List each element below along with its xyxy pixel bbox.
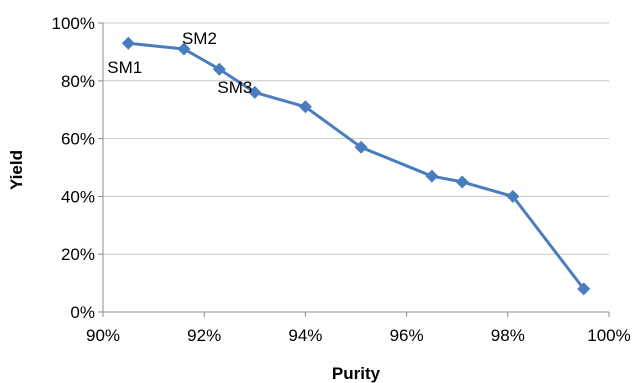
x-axis-title: Purity — [332, 364, 381, 383]
data-point-marker — [248, 85, 262, 99]
y-tick-label: 80% — [61, 72, 95, 91]
x-tick-label: 98% — [491, 326, 525, 345]
gridlines — [103, 22, 609, 255]
y-tick-label: 60% — [61, 130, 95, 149]
data-point-marker — [177, 42, 191, 56]
data-point-marker — [506, 189, 520, 203]
data-point-marker — [121, 36, 135, 50]
annotation-label: SM3 — [217, 78, 252, 97]
x-tick-label: 96% — [390, 326, 424, 345]
x-tick-label: 100% — [587, 326, 630, 345]
series — [121, 36, 591, 296]
x-tick-label: 90% — [86, 326, 120, 345]
annotation-label: SM1 — [107, 58, 142, 77]
y-tick-label: 40% — [61, 187, 95, 206]
annotations: SM1 SM2 SM3 — [107, 29, 252, 97]
data-point-marker — [212, 62, 226, 76]
annotation-label: SM2 — [182, 29, 217, 48]
data-point-marker — [577, 282, 591, 296]
data-point-marker — [455, 175, 469, 189]
x-tick-label: 94% — [288, 326, 322, 345]
x-tick-labels: 90% 92% 94% 96% 98% 100% — [86, 326, 631, 345]
data-point-marker — [354, 140, 368, 154]
y-axis-title: Yield — [7, 150, 26, 190]
y-tick-label: 0% — [70, 303, 95, 322]
x-tick-label: 92% — [187, 326, 221, 345]
y-tick-label: 20% — [61, 245, 95, 264]
y-tick-labels: 0% 20% 40% 60% 80% 100% — [52, 14, 95, 322]
series-line — [128, 41, 585, 290]
data-point-marker — [425, 169, 439, 183]
axes — [98, 22, 610, 317]
y-tick-label: 100% — [52, 14, 95, 33]
data-point-marker — [298, 100, 312, 114]
